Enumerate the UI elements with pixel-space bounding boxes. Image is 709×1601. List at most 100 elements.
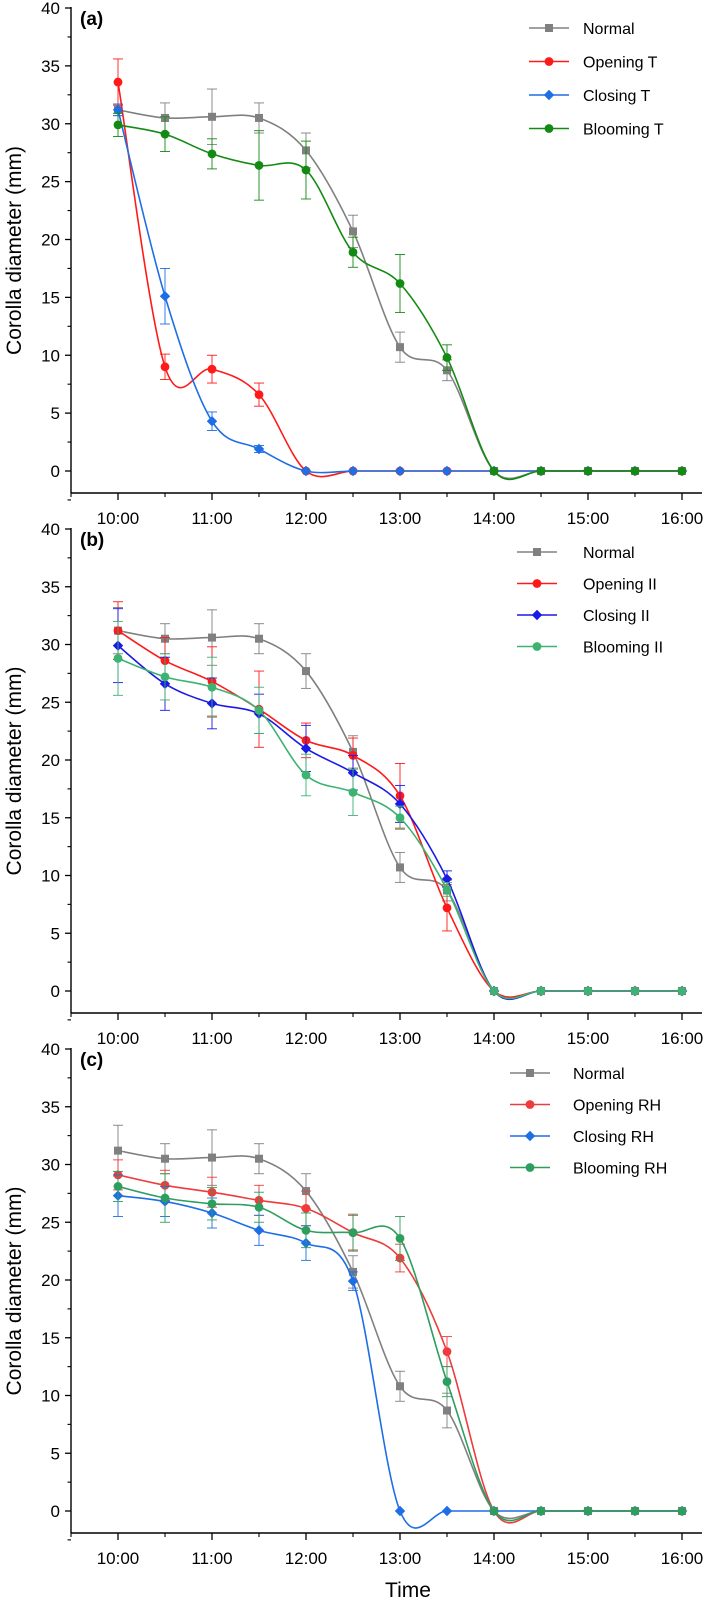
data-point-a-3	[489, 466, 499, 476]
series-line-c-0	[117, 1149, 682, 1520]
x-tick-label-a: 14:00	[473, 509, 516, 528]
legend-label-a-0: Normal	[583, 21, 635, 38]
x-tick-label-a: 12:00	[285, 509, 328, 528]
data-point-b-3	[677, 986, 687, 996]
y-tick-label-a: 5	[51, 404, 60, 423]
data-point-a-3	[160, 129, 170, 139]
y-tick-label-b: 5	[51, 924, 60, 943]
y-tick-label-b: 30	[41, 636, 60, 655]
data-point-c-3	[489, 1506, 499, 1516]
x-tick-label-b: 12:00	[285, 1029, 328, 1048]
data-point-c-2	[394, 1505, 406, 1517]
x-tick-label-b: 16:00	[661, 1029, 704, 1048]
y-axis-title-b: Corolla diameter (mm)	[3, 667, 26, 876]
data-point-a-2	[394, 465, 406, 477]
data-point-b-3	[489, 986, 499, 996]
y-tick-label-b: 25	[41, 693, 60, 712]
legend-a: Normal Opening T Closing T Blooming T	[529, 21, 664, 139]
data-point-b-0	[208, 633, 216, 642]
y-tick-label-a: 10	[41, 346, 60, 365]
data-point-c-2	[253, 1225, 265, 1236]
data-point-a-3	[442, 353, 452, 362]
chart-panel-c: 0 5 10 15 20 25 30 35 40 10:00 11:00 12:00 13:00 14:0…	[3, 1040, 703, 1601]
data-point-b-3	[113, 653, 123, 663]
data-point-b-3	[536, 986, 546, 996]
data-point-a-0	[396, 343, 404, 352]
legend-label-c-0: Normal	[573, 1066, 625, 1083]
data-point-a-3	[207, 149, 217, 159]
data-point-a-1	[207, 364, 217, 374]
series-line-c-3	[117, 1185, 682, 1522]
y-tick-label-b: 40	[41, 520, 60, 539]
data-point-c-1	[442, 1347, 452, 1357]
data-point-c-3	[395, 1234, 405, 1243]
legend-label-b-2: Closing II	[583, 608, 650, 625]
panel-label-a: (a)	[80, 9, 103, 30]
x-axis-title: Time	[385, 1579, 431, 1601]
legend-label-a-2: Closing T	[583, 88, 651, 105]
legend-marker-b-2	[531, 609, 543, 621]
legend-marker-c-2	[524, 1130, 536, 1142]
y-tick-label-b: 20	[41, 751, 60, 770]
panel-label-b: (b)	[80, 530, 104, 551]
data-point-a-1	[113, 77, 123, 87]
chart-panel-a: 0 5 10 15 20 25 30 35 40 10:00 11:00 12:00 13:00 14:0…	[3, 0, 703, 528]
data-point-a-0	[208, 112, 216, 121]
data-point-a-3	[301, 165, 311, 175]
data-point-a-3	[677, 466, 687, 476]
x-tick-label-c: 15:00	[567, 1549, 610, 1568]
y-tick-label-c: 35	[41, 1098, 60, 1117]
data-point-b-3	[442, 884, 452, 894]
data-point-a-3	[536, 466, 546, 476]
data-point-a-3	[254, 161, 264, 170]
legend-marker-c-1	[525, 1100, 535, 1109]
data-point-a-2	[206, 416, 218, 427]
panel-label-c: (c)	[80, 1050, 103, 1071]
y-tick-label-a: 35	[41, 57, 60, 76]
y-tick-label-a: 0	[51, 462, 60, 481]
legend-marker-a-3	[544, 124, 554, 133]
data-point-b-2	[441, 873, 453, 885]
data-point-a-2	[159, 291, 171, 302]
x-tick-label-a: 13:00	[379, 509, 422, 528]
data-point-b-0	[396, 863, 404, 872]
data-point-a-3	[630, 466, 640, 476]
data-point-c-3	[207, 1199, 217, 1209]
data-point-a-2	[300, 465, 312, 477]
data-point-c-3	[113, 1182, 123, 1191]
x-tick-label-c: 10:00	[97, 1549, 140, 1568]
x-tick-label-a: 11:00	[191, 509, 232, 528]
chart-panel-b: 0 5 10 15 20 25 30 35 40 10:00 11:00 12:00 13:00 14:0…	[3, 520, 703, 1048]
x-tick-label-a: 15:00	[567, 509, 610, 528]
x-tick-label-a: 10:00	[97, 509, 140, 528]
legend-label-c-2: Closing RH	[573, 1129, 654, 1146]
y-tick-label-c: 15	[41, 1329, 60, 1348]
legend-marker-a-2	[543, 89, 555, 101]
y-tick-label-c: 40	[41, 1040, 60, 1059]
legend-marker-b-0	[533, 548, 541, 556]
data-point-a-0	[349, 227, 357, 236]
data-point-c-3	[254, 1202, 264, 1212]
data-point-c-0	[114, 1146, 122, 1155]
data-point-c-0	[396, 1382, 404, 1391]
data-point-b-3	[395, 813, 405, 823]
x-tick-label-b: 15:00	[567, 1029, 610, 1048]
y-axis-title-c: Corolla diameter (mm)	[3, 1187, 26, 1396]
series-c-3	[113, 1170, 687, 1522]
series-c-0	[113, 1124, 686, 1520]
legend-label-a-3: Blooming T	[583, 122, 664, 139]
y-tick-label-c: 0	[51, 1502, 60, 1521]
data-point-a-3	[348, 247, 358, 257]
y-tick-label-c: 20	[41, 1271, 60, 1290]
data-point-c-3	[677, 1506, 687, 1516]
y-tick-label-c: 10	[41, 1387, 60, 1406]
y-tick-label-c: 25	[41, 1213, 60, 1232]
legend-marker-a-0	[545, 24, 553, 32]
y-tick-label-c: 30	[41, 1156, 60, 1175]
series-c-1	[113, 1159, 687, 1524]
legend-marker-c-3	[525, 1163, 535, 1172]
x-tick-label-c: 11:00	[191, 1549, 232, 1568]
data-point-c-0	[443, 1406, 451, 1415]
x-tick-label-b: 10:00	[97, 1029, 140, 1048]
data-point-c-3	[536, 1506, 546, 1516]
